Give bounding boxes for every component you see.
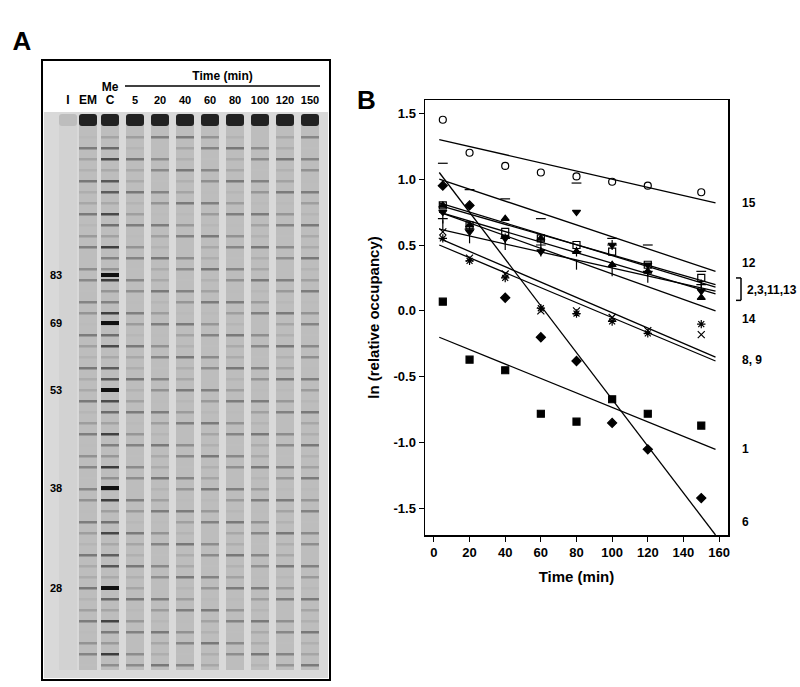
- svg-text:A: A: [13, 26, 32, 56]
- svg-text:Me: Me: [102, 80, 119, 94]
- svg-text:2,3,11,13: 2,3,11,13: [747, 283, 797, 297]
- svg-text:40: 40: [498, 545, 512, 560]
- svg-text:69: 69: [50, 317, 62, 329]
- svg-text:15: 15: [742, 196, 756, 210]
- svg-text:0: 0: [430, 545, 437, 560]
- svg-text:100: 100: [251, 94, 269, 106]
- svg-text:140: 140: [673, 545, 695, 560]
- svg-text:38: 38: [50, 482, 62, 494]
- svg-text:1.5: 1.5: [398, 106, 416, 121]
- svg-text:40: 40: [179, 94, 191, 106]
- svg-text:12: 12: [742, 256, 756, 270]
- svg-text:ln (relative occupancy): ln (relative occupancy): [365, 236, 382, 399]
- svg-text:C: C: [106, 93, 115, 107]
- svg-text:Time (min): Time (min): [192, 69, 252, 83]
- svg-text:80: 80: [569, 545, 583, 560]
- svg-text:60: 60: [534, 545, 548, 560]
- svg-text:100: 100: [601, 545, 623, 560]
- svg-text:20: 20: [154, 94, 166, 106]
- svg-text:EM: EM: [79, 93, 97, 107]
- svg-text:-1.5: -1.5: [393, 501, 415, 516]
- svg-text:0.0: 0.0: [398, 303, 416, 318]
- svg-text:150: 150: [301, 94, 319, 106]
- svg-text:0.5: 0.5: [398, 238, 416, 253]
- svg-text:14: 14: [742, 312, 756, 326]
- svg-text:I: I: [66, 93, 69, 107]
- svg-text:-0.5: -0.5: [393, 369, 415, 384]
- svg-text:120: 120: [276, 94, 294, 106]
- svg-text:60: 60: [204, 94, 216, 106]
- svg-text:80: 80: [229, 94, 241, 106]
- svg-text:1: 1: [742, 442, 749, 456]
- svg-text:120: 120: [637, 545, 659, 560]
- svg-text:20: 20: [462, 545, 476, 560]
- svg-text:28: 28: [50, 582, 62, 594]
- svg-text:53: 53: [50, 384, 62, 396]
- svg-text:83: 83: [50, 269, 62, 281]
- svg-text:5: 5: [132, 94, 138, 106]
- svg-text:1.0: 1.0: [398, 172, 416, 187]
- svg-text:8, 9: 8, 9: [742, 353, 762, 367]
- svg-text:-1.0: -1.0: [393, 435, 415, 450]
- svg-text:B: B: [357, 85, 376, 115]
- svg-text:Time (min): Time (min): [539, 568, 615, 585]
- svg-text:6: 6: [742, 515, 749, 529]
- svg-text:160: 160: [708, 545, 730, 560]
